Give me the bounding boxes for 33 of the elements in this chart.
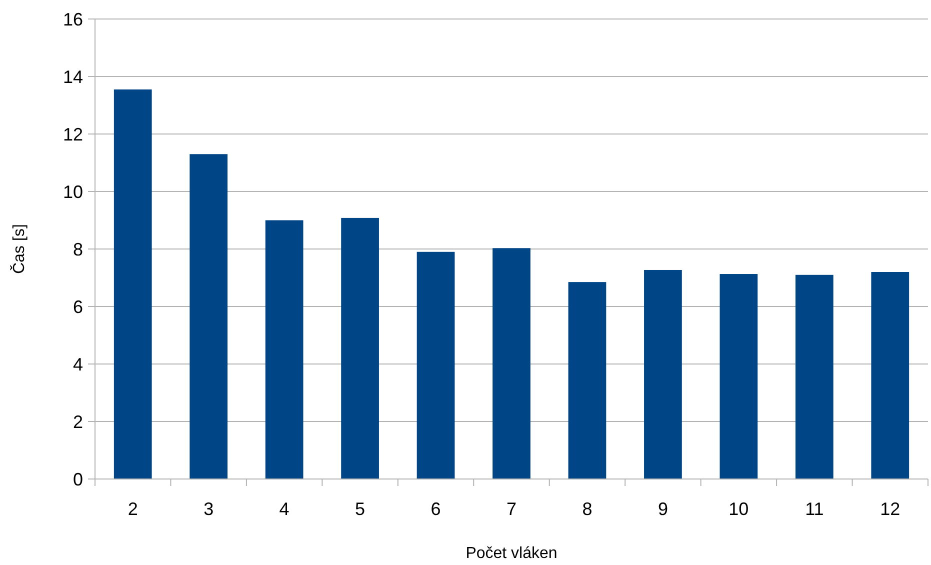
y-tick-label: 4 <box>72 354 83 374</box>
x-tick-label: 4 <box>279 499 290 519</box>
x-tick-label: 8 <box>582 499 592 519</box>
y-tick-label: 16 <box>62 9 83 30</box>
x-tick-label: 5 <box>355 499 366 519</box>
y-tick-label: 0 <box>72 469 83 490</box>
y-tick-label: 6 <box>72 296 83 317</box>
y-tick-label: 2 <box>72 412 83 432</box>
x-tick-label: 9 <box>658 499 668 519</box>
y-tick-label: 8 <box>72 239 83 260</box>
x-tick-label: 7 <box>506 499 517 519</box>
bar <box>871 272 910 479</box>
x-tick-label: 12 <box>880 499 900 519</box>
x-tick-label: 11 <box>805 499 824 519</box>
x-tick-label: 6 <box>430 499 441 519</box>
bar <box>114 89 152 479</box>
bar <box>492 248 530 479</box>
y-tick-label: 12 <box>62 124 83 144</box>
bar <box>416 252 455 479</box>
bar <box>568 282 606 479</box>
y-tick-label: 10 <box>62 182 83 202</box>
bar <box>644 270 682 479</box>
x-tick-label: 10 <box>728 499 749 519</box>
bar <box>795 274 834 479</box>
y-axis-title: Čas [s] <box>10 224 28 274</box>
bar <box>265 220 304 479</box>
bar <box>341 218 379 479</box>
x-tick-label: 2 <box>128 499 138 519</box>
bar <box>190 154 228 479</box>
y-tick-label: 14 <box>62 66 83 87</box>
bar <box>720 274 758 479</box>
x-axis-title: Počet vláken <box>466 545 558 562</box>
x-tick-label: 3 <box>204 499 214 519</box>
